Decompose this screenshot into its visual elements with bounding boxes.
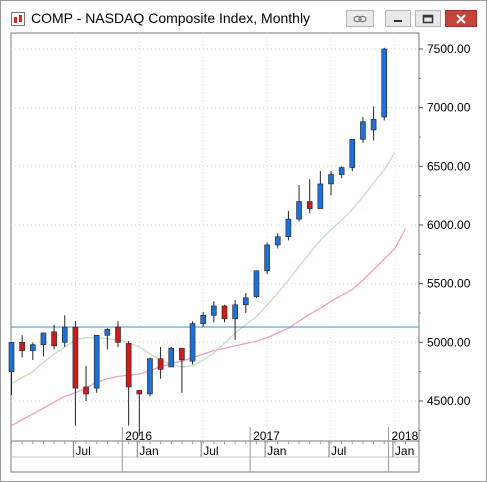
minimize-button[interactable]	[385, 10, 411, 27]
candle-body[interactable]	[243, 297, 249, 306]
candle-body[interactable]	[370, 119, 377, 131]
candle-body[interactable]	[296, 201, 302, 220]
x-year-label: 2017	[253, 429, 280, 443]
candle-body[interactable]	[349, 139, 356, 168]
y-tick-label: 7000.00	[427, 101, 471, 115]
candle-body[interactable]	[253, 270, 260, 297]
candle-body[interactable]	[29, 344, 36, 351]
x-month-label: Jan	[267, 444, 286, 458]
candle-body[interactable]	[40, 332, 47, 345]
y-tick-label: 6000.00	[427, 218, 471, 232]
candle-body[interactable]	[200, 315, 206, 324]
x-month-label: Jul	[75, 444, 90, 458]
candle-body[interactable]	[274, 236, 281, 246]
candle-body[interactable]	[72, 326, 79, 389]
y-tick-label: 6500.00	[427, 159, 471, 173]
candle-body[interactable]	[189, 323, 196, 362]
candle-body[interactable]	[8, 342, 15, 372]
moving-average-slow-line	[11, 228, 407, 427]
candle-body[interactable]	[147, 358, 153, 395]
x-month-label: Jul	[203, 444, 218, 458]
x-month-label: Jul	[331, 444, 346, 458]
y-tick-label: 4500.00	[427, 394, 471, 408]
title-bar[interactable]: COMP - NASDAQ Composite Index, Monthly	[1, 1, 486, 32]
candle-body[interactable]	[19, 342, 25, 351]
candle-body[interactable]	[360, 121, 366, 140]
close-button[interactable]	[445, 10, 477, 27]
candle-body[interactable]	[328, 174, 334, 185]
candle-body[interactable]	[306, 201, 313, 209]
moving-average-fast-line	[11, 151, 396, 384]
x-month-label: Jan	[395, 444, 414, 458]
candle-body[interactable]	[168, 347, 175, 368]
candle-body[interactable]	[221, 305, 228, 320]
candle-body[interactable]	[115, 326, 121, 343]
candle-body[interactable]	[61, 326, 68, 343]
window-title: COMP - NASDAQ Composite Index, Monthly	[31, 10, 311, 26]
candle-body[interactable]	[157, 358, 164, 370]
candle-body[interactable]	[338, 167, 345, 175]
candle-body[interactable]	[51, 331, 57, 347]
maximize-button[interactable]	[415, 10, 441, 27]
candle-body[interactable]	[83, 386, 89, 395]
chart-area[interactable]: 7500.00 7000.00 6500.00 6000.00 5500.00 5000.…	[6, 32, 482, 477]
x-year-label: 2018	[392, 429, 419, 443]
candle-body[interactable]	[285, 218, 292, 238]
candle-body[interactable]	[93, 334, 100, 389]
chart-app-icon	[11, 12, 25, 26]
x-month-label: Jan	[139, 444, 158, 458]
candle-body[interactable]	[179, 347, 185, 361]
link-icon[interactable]	[346, 10, 374, 27]
candle-body[interactable]	[264, 244, 270, 272]
price-chart[interactable]: 7500.00 7000.00 6500.00 6000.00 5500.00 5000.…	[6, 32, 482, 477]
y-tick-label: 5500.00	[427, 277, 471, 291]
candle-body[interactable]	[104, 329, 111, 336]
candle-body[interactable]	[232, 304, 238, 320]
candle-body[interactable]	[317, 183, 324, 209]
candle-body[interactable]	[136, 390, 143, 395]
candle-body[interactable]	[381, 48, 388, 118]
candle-body[interactable]	[211, 305, 217, 316]
plot-frame	[10, 32, 420, 473]
y-tick-label: 5000.00	[427, 335, 471, 349]
candle-body[interactable]	[125, 343, 132, 388]
y-tick-label: 7500.00	[427, 42, 471, 56]
